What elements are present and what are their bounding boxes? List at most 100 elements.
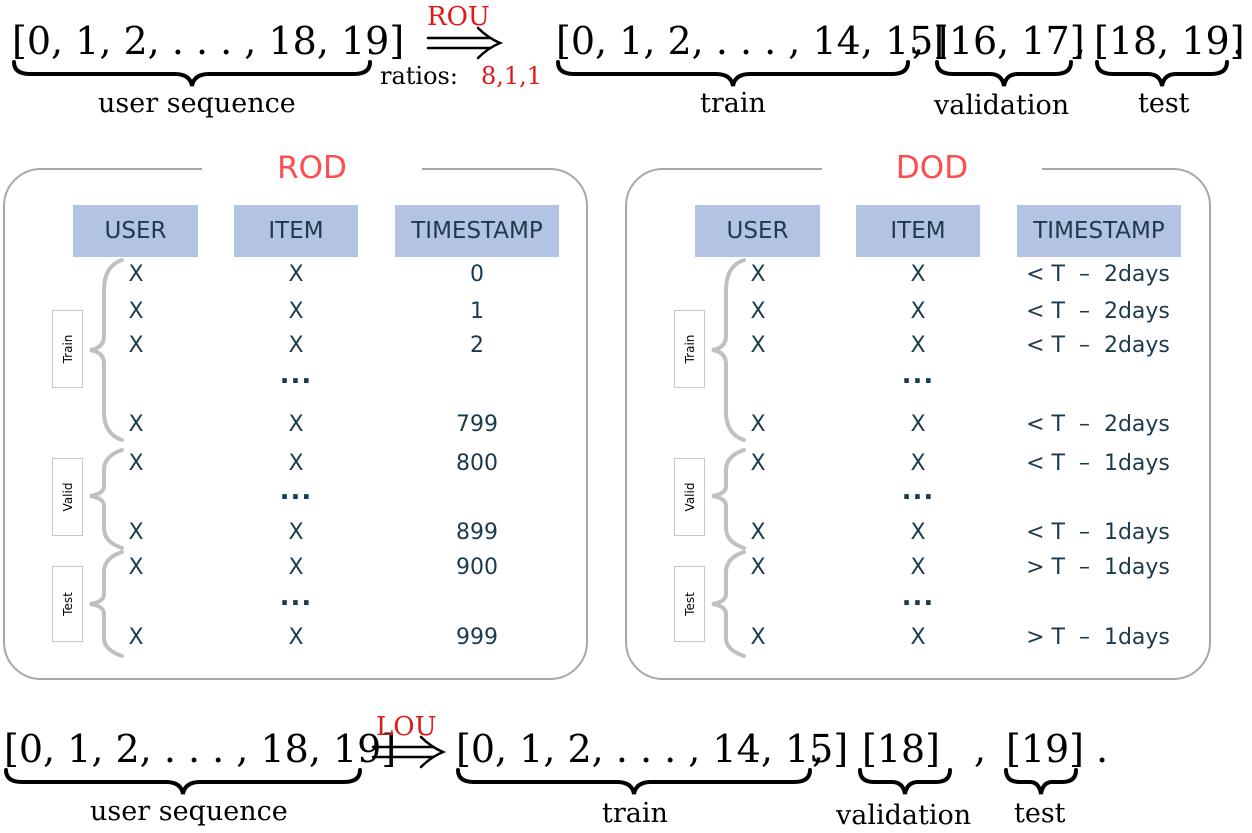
bottom-train-underbrace (456, 768, 812, 795)
rod-cell-timestamp: 999 (456, 625, 498, 650)
dod-cell-item: X (910, 451, 926, 476)
rod-cell-user: X (128, 555, 144, 580)
dod-ellipsis-train: ... (901, 360, 935, 390)
top-validation-label: validation (934, 90, 1070, 121)
bottom-separator-1: , (812, 727, 825, 771)
rod-split-valid: Valid (52, 458, 83, 536)
rod-valid-brace (89, 448, 124, 550)
dod-cell-user: X (750, 262, 766, 287)
bottom-separator-2: , (974, 727, 987, 771)
top-input-underbrace (12, 60, 372, 87)
rod-cell-timestamp: 900 (456, 555, 498, 580)
dod-cell-item: X (910, 299, 926, 324)
dod-ellipsis-test: ... (901, 582, 935, 612)
dod-split-train: Train (674, 310, 705, 388)
rod-ellipsis-train: ... (279, 360, 313, 390)
dod-split-test: Test (674, 566, 705, 642)
bottom-input-sequence: [0, 1, 2, . . . , 18, 19] (4, 727, 397, 771)
rod-panel-title: ROD (202, 150, 422, 186)
top-implies-arrow-icon (426, 26, 504, 60)
rod-cell-item: X (288, 333, 304, 358)
rod-cell-item: X (288, 299, 304, 324)
rod-cell-item: X (288, 520, 304, 545)
dod-cell-item: X (910, 412, 926, 437)
dod-valid-brace (711, 448, 746, 550)
bottom-arrow-label: LOU (376, 712, 437, 742)
top-arrow-label: ROU (427, 2, 490, 32)
dod-cell-item: X (910, 262, 926, 287)
top-period: . (1232, 19, 1245, 63)
rod-ellipsis-test: ... (279, 582, 313, 612)
dod-header-user: USER (695, 205, 820, 257)
dod-cell-item: X (910, 333, 926, 358)
top-test-sequence: [18, 19] (1094, 19, 1245, 63)
dod-cell-user: X (750, 333, 766, 358)
dod-cell-user: X (750, 555, 766, 580)
dod-cell-timestamp: < T – 1days (1026, 451, 1170, 476)
dod-cell-user: X (750, 451, 766, 476)
rod-header-timestamp: TIMESTAMP (395, 205, 559, 257)
rod-cell-user: X (128, 625, 144, 650)
dod-header-item: ITEM (856, 205, 980, 257)
bottom-train-sequence: [0, 1, 2, . . . , 14, 15] (456, 727, 849, 771)
bottom-input-label: user sequence (90, 796, 288, 827)
rod-cell-item: X (288, 262, 304, 287)
rod-cell-item: X (288, 451, 304, 476)
rod-cell-timestamp: 899 (456, 520, 498, 545)
top-train-underbrace (556, 60, 910, 87)
dod-cell-user: X (750, 412, 766, 437)
rod-split-test: Test (52, 566, 83, 642)
top-separator-1: , (912, 19, 925, 63)
bottom-test-label: test (1014, 798, 1066, 829)
rod-cell-user: X (128, 412, 144, 437)
dod-cell-item: X (910, 520, 926, 545)
top-input-label: user sequence (98, 88, 296, 119)
rod-cell-timestamp: 2 (470, 333, 484, 358)
bottom-validation-label: validation (836, 800, 972, 831)
top-train-label: train (700, 88, 766, 119)
top-train-sequence: [0, 1, 2, . . . , 14, 15] (556, 19, 949, 63)
bottom-period: . (1096, 727, 1109, 771)
rod-header-user: USER (73, 205, 198, 257)
dod-train-brace (711, 258, 746, 442)
rod-cell-user: X (128, 333, 144, 358)
rod-test-brace (89, 550, 124, 658)
bottom-test-underbrace (1004, 768, 1078, 795)
dod-cell-user: X (750, 299, 766, 324)
top-ratios-label: ratios: (380, 62, 458, 90)
rod-cell-timestamp: 800 (456, 451, 498, 476)
rod-cell-user: X (128, 451, 144, 476)
rod-train-brace (89, 258, 124, 442)
top-validation-underbrace (935, 60, 1073, 87)
rod-header-item: ITEM (234, 205, 358, 257)
rod-cell-user: X (128, 262, 144, 287)
rod-cell-timestamp: 1 (470, 299, 484, 324)
rod-cell-user: X (128, 520, 144, 545)
rod-split-train: Train (52, 310, 83, 388)
rod-cell-item: X (288, 555, 304, 580)
rod-cell-timestamp: 799 (456, 412, 498, 437)
bottom-validation-sequence: [18] (862, 727, 941, 771)
bottom-train-label: train (602, 798, 668, 829)
top-ratios-value: 8,1,1 (481, 62, 543, 90)
dod-cell-timestamp: > T – 1days (1026, 555, 1170, 580)
dod-cell-timestamp: < T – 2days (1026, 412, 1170, 437)
rod-cell-timestamp: 0 (470, 262, 484, 287)
dod-cell-user: X (750, 520, 766, 545)
dod-ellipsis-valid: ... (901, 476, 935, 506)
top-test-underbrace (1095, 60, 1229, 87)
dod-panel-title: DOD (822, 150, 1042, 186)
rod-ellipsis-valid: ... (279, 476, 313, 506)
dod-cell-timestamp: < T – 2days (1026, 299, 1170, 324)
bottom-test-sequence: [19] (1006, 727, 1085, 771)
top-separator-2: , (1074, 19, 1087, 63)
dod-test-brace (711, 550, 746, 658)
dod-cell-timestamp: > T – 1days (1026, 625, 1170, 650)
top-input-sequence: [0, 1, 2, . . . , 18, 19] (12, 19, 405, 63)
dod-cell-timestamp: < T – 1days (1026, 520, 1170, 545)
bottom-validation-underbrace (858, 768, 952, 795)
dod-cell-timestamp: < T – 2days (1026, 262, 1170, 287)
dod-cell-timestamp: < T – 2days (1026, 333, 1170, 358)
rod-cell-item: X (288, 625, 304, 650)
